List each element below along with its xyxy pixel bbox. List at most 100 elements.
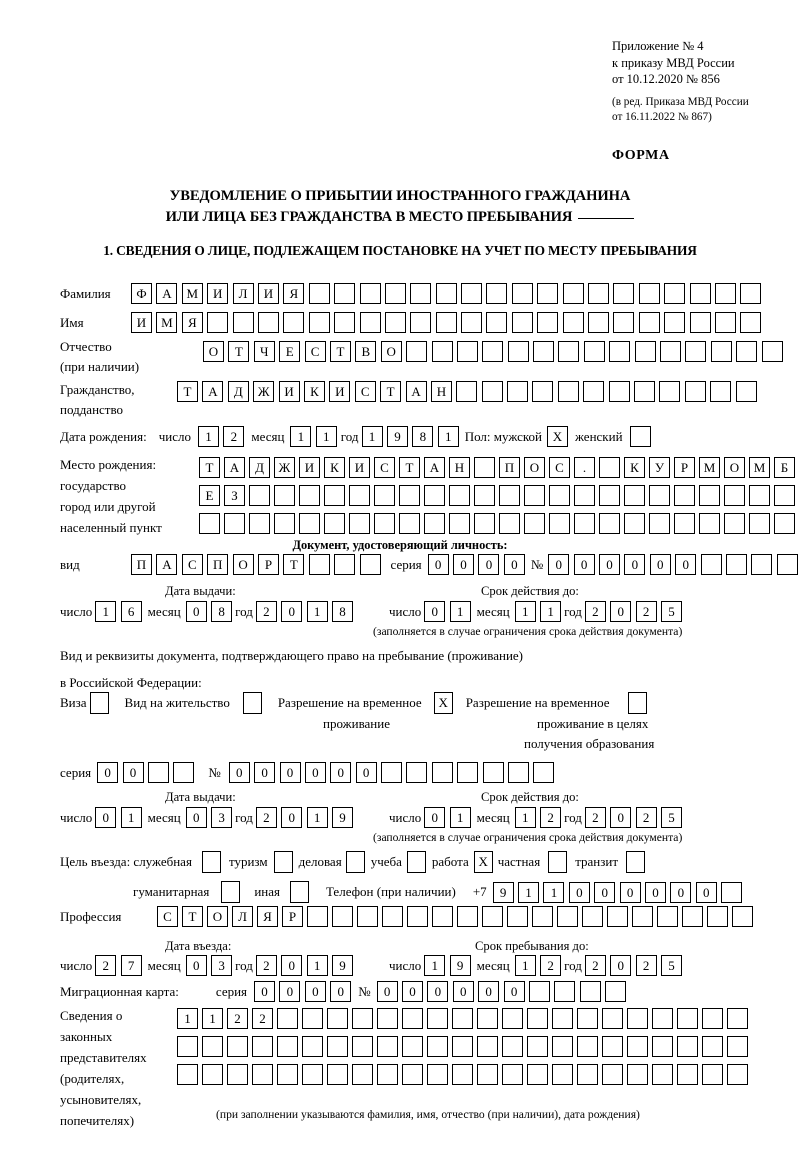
char-cell[interactable]: [710, 341, 732, 362]
char-cell[interactable]: [549, 513, 570, 534]
char-cell[interactable]: [608, 381, 630, 402]
char-cell[interactable]: [482, 906, 503, 927]
char-cell[interactable]: 0: [610, 807, 632, 828]
char-cell[interactable]: Б: [774, 457, 795, 478]
char-cell[interactable]: [684, 381, 706, 402]
char-cell[interactable]: [624, 485, 645, 506]
char-cell[interactable]: [402, 1036, 423, 1057]
char-cell[interactable]: [552, 1008, 573, 1029]
char-cell[interactable]: 0: [279, 762, 301, 783]
char-cell[interactable]: [511, 283, 533, 304]
char-cell[interactable]: [177, 1036, 198, 1057]
char-cell[interactable]: [624, 513, 645, 534]
permit-temp-checkbox[interactable]: X: [433, 692, 453, 714]
char-cell[interactable]: [452, 1064, 473, 1085]
char-cell[interactable]: 2: [255, 955, 277, 976]
char-cell[interactable]: [660, 341, 682, 362]
char-cell[interactable]: [232, 312, 254, 333]
char-cell[interactable]: А: [424, 457, 445, 478]
char-cell[interactable]: [308, 283, 330, 304]
char-cell[interactable]: [435, 283, 457, 304]
char-cell[interactable]: 0: [424, 601, 446, 622]
char-cell[interactable]: [674, 513, 695, 534]
char-cell[interactable]: [714, 312, 736, 333]
char-cell[interactable]: [461, 312, 483, 333]
char-cell[interactable]: [502, 1008, 523, 1029]
char-cell[interactable]: Д: [227, 381, 249, 402]
char-cell[interactable]: [727, 1064, 748, 1085]
char-cell[interactable]: 1: [514, 601, 536, 622]
char-cell[interactable]: 1: [306, 601, 328, 622]
char-cell[interactable]: Я: [181, 312, 203, 333]
char-cell[interactable]: 1: [449, 601, 471, 622]
char-cell[interactable]: 0: [649, 554, 671, 575]
char-cell[interactable]: Ж: [274, 457, 295, 478]
char-cell[interactable]: 1: [177, 1008, 198, 1029]
char-cell[interactable]: [749, 485, 770, 506]
char-cell[interactable]: [377, 1036, 398, 1057]
char-cell[interactable]: 0: [281, 955, 303, 976]
char-cell[interactable]: [147, 762, 169, 783]
char-cell[interactable]: 0: [478, 554, 500, 575]
char-cell[interactable]: [702, 1036, 723, 1057]
char-cell[interactable]: С: [549, 457, 570, 478]
char-cell[interactable]: 9: [492, 881, 514, 903]
char-cell[interactable]: [714, 283, 736, 304]
char-cell[interactable]: [257, 312, 279, 333]
char-cell[interactable]: [308, 312, 330, 333]
char-cell[interactable]: [609, 341, 631, 362]
char-cell[interactable]: [527, 1008, 548, 1029]
char-cell[interactable]: [274, 513, 295, 534]
char-cell[interactable]: [449, 485, 470, 506]
char-cell[interactable]: [577, 1064, 598, 1085]
char-cell[interactable]: О: [724, 457, 745, 478]
char-cell[interactable]: .: [574, 457, 595, 478]
char-cell[interactable]: 0: [330, 762, 352, 783]
char-cell[interactable]: [532, 906, 553, 927]
char-cell[interactable]: О: [207, 906, 228, 927]
char-cell[interactable]: 9: [449, 955, 471, 976]
char-cell[interactable]: [359, 554, 381, 575]
purpose-business-checkbox[interactable]: [345, 851, 365, 873]
char-cell[interactable]: [652, 1064, 673, 1085]
char-cell[interactable]: 0: [355, 762, 377, 783]
char-cell[interactable]: М: [699, 457, 720, 478]
char-cell[interactable]: 1: [306, 955, 328, 976]
char-cell[interactable]: [652, 1008, 673, 1029]
char-cell[interactable]: 0: [427, 981, 449, 1002]
char-cell[interactable]: П: [207, 554, 229, 575]
char-cell[interactable]: [707, 906, 728, 927]
char-cell[interactable]: И: [257, 283, 279, 304]
char-cell[interactable]: [749, 513, 770, 534]
char-cell[interactable]: [524, 485, 545, 506]
char-cell[interactable]: 0: [228, 762, 250, 783]
char-cell[interactable]: Т: [199, 457, 220, 478]
char-cell[interactable]: О: [524, 457, 545, 478]
char-cell[interactable]: [574, 513, 595, 534]
char-cell[interactable]: 8: [332, 601, 353, 622]
char-cell[interactable]: В: [355, 341, 377, 362]
char-cell[interactable]: 0: [670, 881, 692, 903]
char-cell[interactable]: [324, 513, 345, 534]
char-cell[interactable]: 2: [584, 601, 606, 622]
char-cell[interactable]: [449, 513, 470, 534]
char-cell[interactable]: О: [232, 554, 254, 575]
char-cell[interactable]: [599, 457, 620, 478]
char-cell[interactable]: А: [156, 283, 178, 304]
char-cell[interactable]: [607, 906, 628, 927]
char-cell[interactable]: [277, 1036, 298, 1057]
char-cell[interactable]: [507, 341, 529, 362]
char-cell[interactable]: [664, 283, 686, 304]
char-cell[interactable]: [202, 1064, 223, 1085]
purpose-humanitarian-checkbox[interactable]: [221, 881, 241, 903]
char-cell[interactable]: Я: [257, 906, 278, 927]
char-cell[interactable]: [477, 1008, 498, 1029]
char-cell[interactable]: [381, 762, 403, 783]
char-cell[interactable]: 0: [330, 981, 352, 1002]
